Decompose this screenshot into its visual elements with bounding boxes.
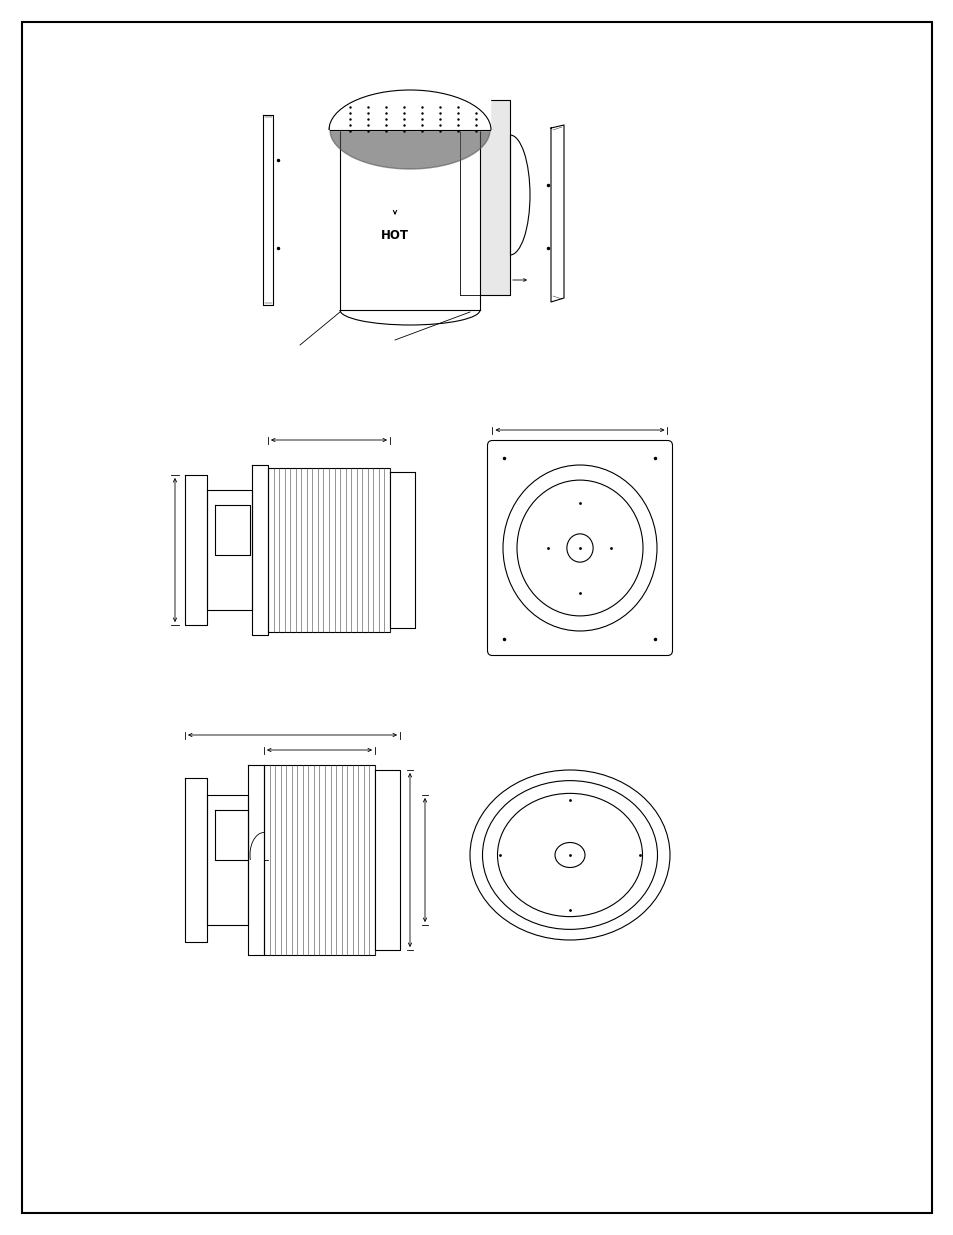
Polygon shape	[268, 468, 390, 632]
Polygon shape	[214, 505, 250, 555]
Ellipse shape	[555, 842, 584, 867]
Polygon shape	[375, 769, 399, 950]
Polygon shape	[263, 115, 273, 305]
Polygon shape	[185, 778, 207, 942]
Ellipse shape	[566, 534, 593, 562]
Text: HOT: HOT	[380, 228, 409, 242]
Polygon shape	[339, 130, 479, 310]
Polygon shape	[214, 810, 248, 860]
Polygon shape	[264, 764, 375, 955]
Ellipse shape	[497, 793, 641, 916]
Polygon shape	[207, 490, 252, 610]
Polygon shape	[390, 472, 415, 629]
Polygon shape	[185, 475, 207, 625]
Ellipse shape	[517, 480, 642, 616]
FancyBboxPatch shape	[487, 441, 672, 656]
Polygon shape	[339, 130, 479, 310]
Ellipse shape	[330, 91, 490, 169]
Bar	[330, 80, 490, 130]
Polygon shape	[477, 100, 510, 295]
Ellipse shape	[502, 466, 657, 631]
Polygon shape	[551, 125, 563, 303]
Polygon shape	[207, 795, 248, 925]
Polygon shape	[252, 466, 268, 635]
Ellipse shape	[470, 769, 669, 940]
Polygon shape	[248, 764, 264, 955]
